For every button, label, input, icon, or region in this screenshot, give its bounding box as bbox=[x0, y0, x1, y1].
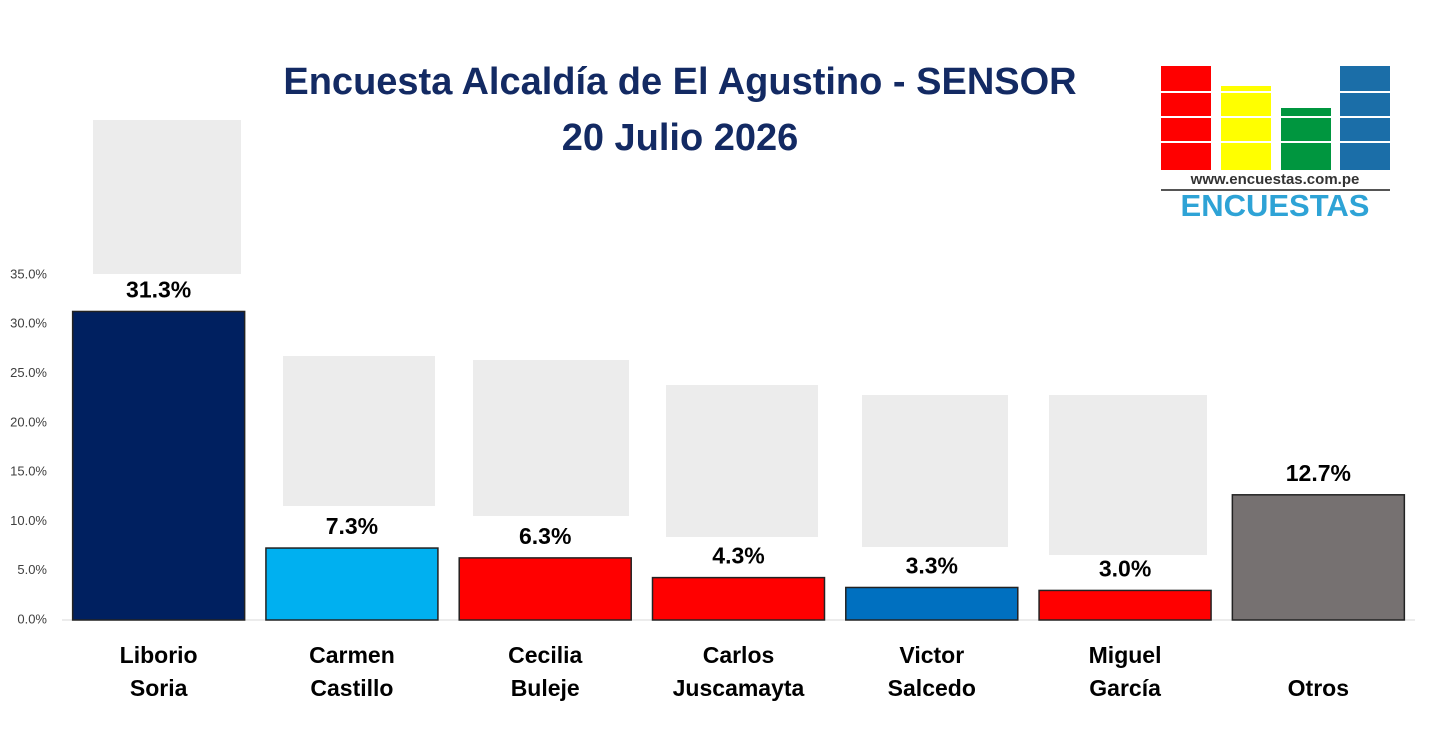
logo-name: ENCUESTAS bbox=[1181, 188, 1370, 223]
chart-subtitle: 20 Julio 2026 bbox=[562, 117, 799, 159]
y-tick-label: 20.0% bbox=[10, 414, 47, 429]
value-label: 3.0% bbox=[1099, 556, 1151, 582]
chart-title: Encuesta Alcaldía de El Agustino - SENSO… bbox=[283, 61, 1076, 103]
y-tick-label: 25.0% bbox=[10, 365, 47, 380]
x-tick-label: Cecilia bbox=[508, 642, 582, 668]
x-tick-label: Salcedo bbox=[888, 675, 976, 701]
x-tick-label: Otros bbox=[1288, 675, 1349, 701]
y-tick-label: 30.0% bbox=[10, 316, 47, 331]
y-tick-label: 5.0% bbox=[17, 562, 47, 577]
y-tick-label: 15.0% bbox=[10, 464, 47, 479]
logo: www.encuestas.com.pe ENCUESTAS bbox=[1161, 66, 1390, 223]
bar bbox=[845, 586, 1019, 621]
value-label: 3.3% bbox=[906, 553, 958, 579]
bar bbox=[1038, 589, 1212, 621]
value-label: 31.3% bbox=[126, 277, 191, 303]
value-label: 7.3% bbox=[326, 513, 378, 539]
x-tick-label: Buleje bbox=[511, 675, 580, 701]
x-tick-label: Carmen bbox=[309, 642, 395, 668]
x-tick-label: Liborio bbox=[120, 642, 198, 668]
y-tick-label: 35.0% bbox=[10, 266, 47, 281]
bar bbox=[1231, 494, 1406, 621]
value-label: 12.7% bbox=[1286, 460, 1351, 486]
x-tick-label: García bbox=[1089, 675, 1161, 701]
y-tick-label: 0.0% bbox=[17, 611, 47, 626]
y-tick-label: 10.0% bbox=[10, 513, 47, 528]
value-label: 6.3% bbox=[519, 523, 571, 549]
x-tick-label: Carlos bbox=[703, 642, 775, 668]
x-tick-label: Castillo bbox=[310, 675, 393, 701]
bar bbox=[458, 557, 632, 621]
logo-url: www.encuestas.com.pe bbox=[1190, 171, 1360, 188]
bar bbox=[651, 576, 826, 621]
x-tick-label: Soria bbox=[130, 675, 188, 701]
photos bbox=[93, 120, 1207, 555]
bar bbox=[265, 547, 439, 621]
value-label: 4.3% bbox=[712, 543, 764, 569]
x-tick-label: Miguel bbox=[1089, 642, 1162, 668]
bar bbox=[71, 310, 246, 621]
x-tick-label: Juscamayta bbox=[673, 675, 805, 701]
x-tick-label: Victor bbox=[899, 642, 964, 668]
